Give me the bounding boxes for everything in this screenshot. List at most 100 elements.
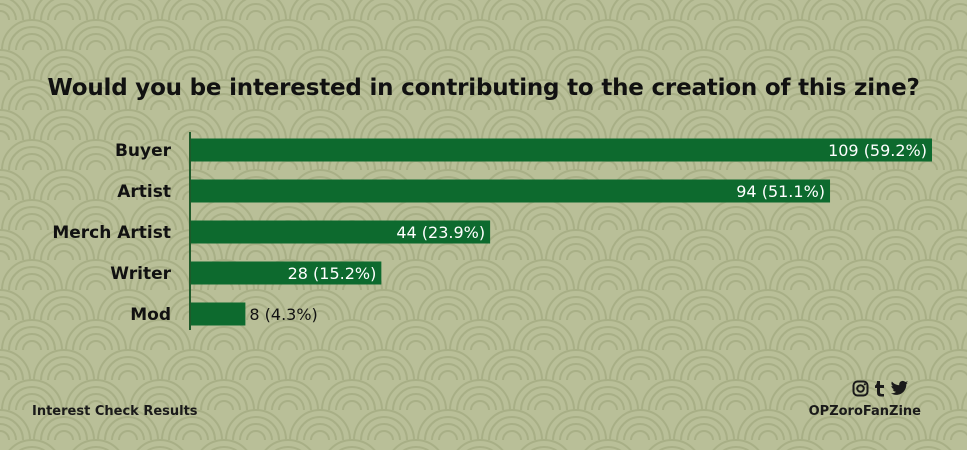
wave-arc [1, 79, 63, 111]
wave-arc [328, 439, 376, 450]
wave-arc [751, 63, 785, 81]
wave-arc [200, 26, 248, 51]
wave-arc [609, 0, 671, 21]
wave-arc [495, 3, 529, 21]
wave-arc [840, 266, 888, 291]
wave-arc [456, 386, 504, 411]
wave-arc [904, 26, 952, 51]
wave-arc [680, 416, 728, 441]
wave-arc [289, 109, 351, 141]
wave-arc [719, 213, 753, 231]
wave-arc [758, 250, 778, 261]
wave-arc [943, 183, 967, 201]
wave-arc [936, 236, 967, 261]
wave-arc [136, 439, 184, 450]
wave-arc [591, 393, 625, 411]
wave-arc [872, 56, 920, 81]
wave-arc [559, 243, 593, 261]
wave-arc [584, 386, 632, 411]
wave-arc [598, 280, 618, 291]
wave-arc [328, 386, 376, 411]
wave-arc [0, 130, 10, 141]
wave-arc [431, 303, 465, 321]
wave-arc [72, 86, 120, 111]
tumblr-icon[interactable] [873, 380, 886, 397]
wave-arc [438, 370, 458, 381]
wave-arc [918, 340, 938, 351]
wave-arc [129, 19, 191, 51]
wave-arc [278, 100, 298, 111]
wave-arc [790, 100, 810, 111]
wave-arc [22, 400, 42, 411]
wave-arc [722, 446, 750, 450]
wave-arc [488, 0, 536, 21]
wave-arc [33, 49, 95, 81]
wave-arc [904, 266, 952, 291]
wave-arc [86, 160, 106, 171]
wave-arc [481, 0, 543, 21]
wave-arc [552, 0, 600, 21]
wave-arc [15, 273, 49, 291]
wave-arc [872, 176, 920, 201]
wave-arc [0, 10, 10, 21]
wave-arc [552, 56, 600, 81]
twitter-icon[interactable] [890, 380, 909, 397]
wave-arc [943, 3, 967, 21]
wave-arc [118, 130, 138, 141]
wave-arc [545, 49, 607, 81]
wave-arc [1, 379, 63, 411]
wave-arc [737, 349, 799, 381]
wave-arc [79, 153, 113, 171]
wave-arc [712, 206, 760, 231]
wave-arc [246, 70, 266, 81]
wave-arc [520, 206, 568, 231]
wave-arc [104, 356, 152, 381]
wave-arc [424, 356, 472, 381]
wave-arc [943, 303, 967, 321]
wave-arc [431, 3, 465, 21]
wave-arc [737, 0, 799, 21]
wave-arc [527, 273, 561, 291]
wave-arc [534, 400, 554, 411]
wave-arc [296, 296, 344, 321]
wave-arc [210, 446, 238, 450]
wave-arc [65, 199, 127, 231]
wave-arc [822, 250, 842, 261]
wave-arc [342, 40, 362, 51]
wave-arc [879, 303, 913, 321]
wave-arc [374, 70, 394, 81]
wave-arc [815, 363, 849, 381]
wave-arc [769, 319, 831, 351]
wave-arc [623, 303, 657, 321]
wave-arc [680, 0, 728, 21]
wave-arc [335, 93, 369, 111]
wave-arc [705, 259, 767, 291]
wave-arc [943, 243, 967, 261]
instagram-icon[interactable] [852, 380, 869, 397]
wave-arc [310, 370, 330, 381]
wave-arc [150, 280, 170, 291]
wave-arc [584, 86, 632, 111]
wave-arc [150, 160, 170, 171]
wave-arc [193, 19, 255, 51]
wave-arc [737, 409, 799, 441]
wave-arc [961, 91, 967, 111]
wave-arc [0, 176, 24, 201]
wave-arc [374, 310, 394, 321]
wave-arc [577, 259, 639, 291]
wave-arc [847, 33, 881, 51]
wave-arc [886, 190, 906, 201]
wave-arc [808, 116, 856, 141]
wave-arc [776, 206, 824, 231]
wave-arc [257, 19, 319, 51]
wave-arc [417, 409, 479, 441]
wave-arc [65, 19, 127, 51]
wave-arc [790, 220, 810, 231]
wave-arc [815, 423, 849, 441]
wave-arc [54, 70, 74, 81]
wave-arc [296, 56, 344, 81]
wave-arc [673, 289, 735, 321]
wave-arc [79, 93, 113, 111]
wave-arc [449, 259, 511, 291]
wave-arc [232, 356, 280, 381]
